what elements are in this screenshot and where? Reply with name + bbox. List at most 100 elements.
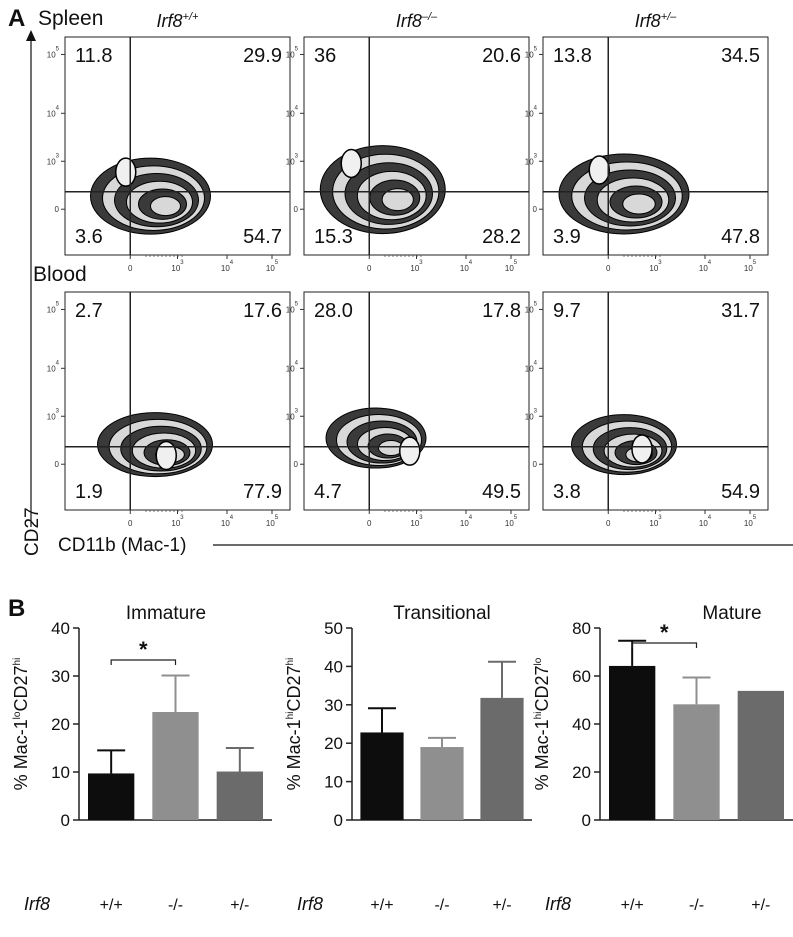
x-tick-label-sup: 4: [230, 260, 234, 266]
category-label: +/+: [370, 897, 393, 914]
x-tick-label: 105: [266, 260, 279, 273]
y-tick-label-base: 0: [294, 205, 299, 214]
x-tick-label: 105: [266, 515, 279, 528]
x-tick-label: 0: [606, 519, 611, 528]
quadrant-lower-left: 4.7: [314, 481, 342, 503]
bar: [480, 697, 524, 820]
genotype-label-base: Irf8: [635, 11, 661, 31]
bar: [609, 665, 656, 820]
y-tick-label-base: 10: [525, 50, 534, 59]
y-tick-label-sup: 3: [295, 153, 299, 159]
bar: [216, 771, 263, 820]
y-tick-label-sup: 4: [56, 360, 60, 366]
quadrant-upper-left: 11.8: [75, 45, 112, 67]
y-tick-label-base: 10: [47, 305, 56, 314]
y-axis-arrowhead: [26, 30, 36, 41]
significance-star: *: [139, 637, 148, 662]
x-tick-label: 104: [221, 515, 234, 528]
x-tick-label-base: 10: [744, 264, 753, 273]
category-label: +/+: [100, 897, 123, 914]
y-label-sup: hi: [533, 712, 544, 720]
y-tick-label: 103: [286, 153, 299, 166]
x-tick-label: 104: [460, 260, 473, 273]
y-tick-label-sup: 3: [56, 408, 60, 414]
y-tick-label-sup: 5: [534, 301, 538, 307]
flow-plot-frame: [303, 291, 530, 511]
bar: [88, 773, 135, 820]
bar: [420, 747, 464, 820]
x-tick-label: 0: [367, 264, 372, 273]
y-tick-label-sup: 5: [295, 46, 299, 52]
y-axis-label: % Mac-1loCD27hi: [11, 658, 31, 791]
y-axis-label: % Mac-1hiCD27lo: [532, 657, 552, 790]
y-label-sup: hi: [285, 712, 296, 720]
density-contour: [340, 148, 362, 179]
y-tick-label-base: 10: [47, 412, 56, 421]
y-tick-label: 10: [324, 773, 343, 792]
x-tick-label: 103: [410, 260, 423, 273]
x-tick-label-base: 0: [128, 264, 133, 273]
y-tick-label: 103: [525, 408, 538, 421]
x-tick-label-sup: 5: [753, 260, 757, 266]
x-tick-label-sup: 3: [419, 515, 423, 521]
genotype-label-sup: +/–: [661, 11, 677, 23]
y-tick-label-base: 10: [525, 109, 534, 118]
y-label-sup: hi: [12, 658, 23, 666]
x-tick-label: 0: [128, 519, 133, 528]
density-contour: [631, 434, 653, 464]
x-tick-label-base: 0: [367, 264, 372, 273]
y-label-part: % Mac-1: [532, 719, 552, 790]
x-tick-label-sup: 4: [469, 260, 473, 266]
y-tick-label-base: 10: [525, 364, 534, 373]
bar: [737, 690, 784, 820]
quadrant-upper-left: 2.7: [75, 300, 103, 322]
genotype-label-sup: +/+: [183, 11, 199, 23]
chart-title: Transitional: [393, 603, 491, 624]
category-label: -/-: [434, 897, 449, 914]
y-tick-label: 104: [525, 105, 538, 118]
quadrant-upper-left: 36: [314, 45, 336, 67]
y-tick-label-base: 10: [525, 157, 534, 166]
x-tick-label-base: 0: [367, 519, 372, 528]
y-tick-label-base: 0: [533, 205, 538, 214]
quadrant-upper-left: 13.8: [553, 45, 592, 67]
bar-chart-mature: Mature 0 20 40 60 80 % Mac-1hiCD27lo +/+ -/- +/- I…: [532, 603, 793, 914]
y-tick-label: 103: [47, 408, 60, 421]
group-prefix-label: Irf8: [24, 894, 50, 914]
x-tick-label-sup: 3: [658, 260, 662, 266]
y-tick-label-sup: 4: [534, 105, 538, 111]
y-tick-label: 40: [51, 619, 70, 638]
chart-title: Mature: [702, 603, 761, 624]
y-label-part: CD27: [11, 665, 31, 711]
x-tick-label: 105: [744, 260, 757, 273]
quadrant-lower-left: 15.3: [314, 226, 353, 248]
x-tick-label: 104: [221, 260, 234, 273]
quadrant-lower-right: 77.9: [243, 481, 282, 503]
x-tick-label-sup: 5: [514, 515, 518, 521]
quadrant-upper-right: 17.6: [243, 300, 282, 322]
y-label-part: % Mac-1: [11, 719, 31, 790]
y-tick-label-sup: 5: [534, 46, 538, 52]
flow-plot-frame: [542, 291, 769, 511]
x-tick-label-base: 10: [221, 519, 230, 528]
x-tick-label-base: 10: [699, 519, 708, 528]
y-tick-label: 105: [525, 301, 538, 314]
x-tick-label-sup: 4: [230, 515, 234, 521]
quadrant-lower-right: 47.8: [721, 226, 760, 248]
y-tick-label: 0: [294, 205, 299, 214]
y-tick-label-sup: 5: [295, 301, 299, 307]
flow-plot-frame: [64, 291, 291, 511]
y-tick-label-base: 10: [47, 364, 56, 373]
x-tick-label-base: 10: [410, 264, 419, 273]
y-tick-label-sup: 3: [534, 153, 538, 159]
x-tick-label-sup: 4: [708, 515, 712, 521]
y-tick-label-sup: 4: [534, 360, 538, 366]
x-tick-label: 103: [649, 515, 662, 528]
x-tick-label-base: 10: [171, 264, 180, 273]
x-tick-label: 104: [699, 260, 712, 273]
y-label-sup: hi: [285, 658, 296, 666]
category-label: +/-: [751, 897, 770, 914]
genotype-label-base: Irf8: [157, 11, 183, 31]
x-tick-label: 105: [744, 515, 757, 528]
x-tick-label-sup: 5: [275, 260, 279, 266]
